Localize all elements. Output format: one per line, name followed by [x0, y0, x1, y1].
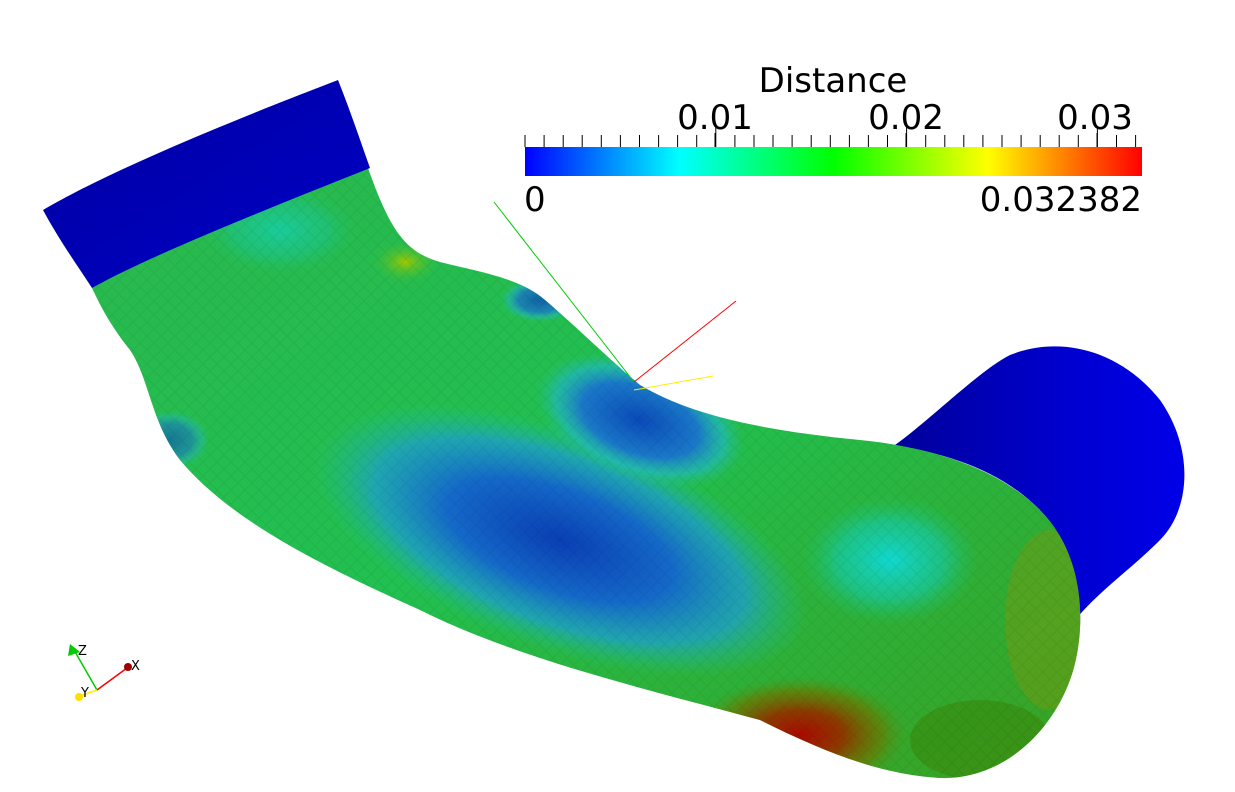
z-axis-label: Z	[78, 644, 87, 659]
scalar-bar-tick-labels: 0.01 0.02 0.03	[677, 98, 1133, 138]
left-outlet-cap	[43, 80, 370, 288]
x-axis-label: X	[131, 659, 140, 674]
z-axis-arrow-icon	[68, 644, 80, 656]
tick-label-2: 0.03	[1057, 98, 1133, 138]
orientation-axes: Z X Y	[68, 644, 140, 701]
tick-label-0: 0.01	[677, 98, 753, 138]
scalar-bar-max-label: 0.032382	[980, 180, 1142, 220]
y-axis-line	[79, 689, 98, 697]
z-axis-line	[73, 649, 98, 691]
right-inlet-cylinder	[895, 346, 1185, 620]
center-axes-glyph	[493, 201, 737, 391]
scalar-bar-title: Distance	[759, 61, 908, 101]
x-axis-line	[96, 667, 128, 691]
y-axis-arrow-icon	[75, 693, 83, 701]
scalar-bar-legend[interactable]: Distance 0.01 0.02 0.03 0 0.032382	[524, 61, 1142, 220]
scalar-bar-min-label: 0	[524, 180, 546, 220]
tick-label-1: 0.02	[868, 98, 944, 138]
x-axis-arrow-icon	[124, 663, 132, 671]
scalar-bar-color-ramp	[525, 147, 1142, 176]
scalar-bar-tick-marks	[524, 127, 1137, 160]
y-axis-label: Y	[80, 686, 89, 701]
